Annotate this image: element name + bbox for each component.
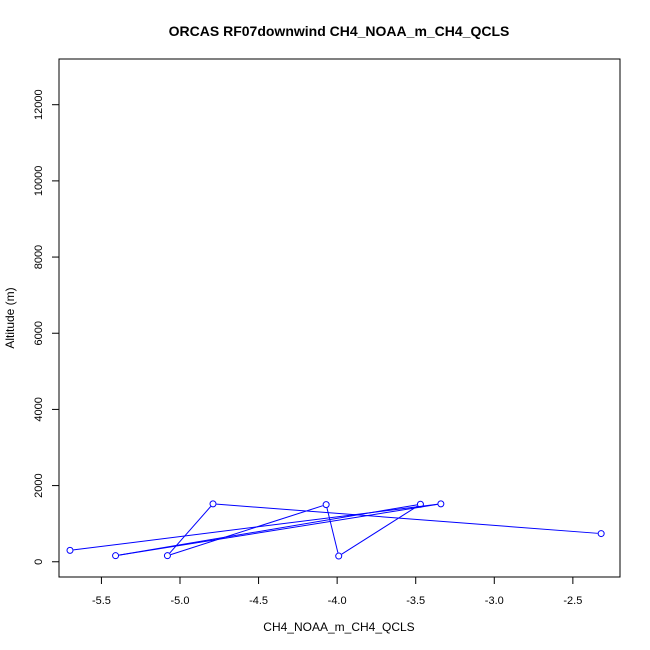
y-tick-label: 6000 bbox=[33, 321, 45, 345]
y-tick-label: 0 bbox=[33, 559, 45, 565]
x-axis-label: CH4_NOAA_m_CH4_QCLS bbox=[263, 620, 414, 634]
data-point bbox=[209, 500, 217, 508]
y-tick-label: 12000 bbox=[33, 89, 45, 120]
y-axis: 0 2000 4000 6000 8000 10000 12000 bbox=[33, 89, 59, 565]
x-tick-label: -4.0 bbox=[328, 595, 347, 607]
y-tick-label: 2000 bbox=[33, 473, 45, 497]
series-segment bbox=[326, 507, 339, 553]
data-point bbox=[112, 552, 120, 560]
data-point bbox=[335, 552, 343, 560]
series-segment bbox=[341, 505, 418, 555]
data-point bbox=[597, 530, 605, 538]
data-point bbox=[66, 546, 74, 554]
y-tick-label: 8000 bbox=[33, 245, 45, 269]
chart-title: ORCAS RF07downwind CH4_NOAA_m_CH4_QCLS bbox=[169, 23, 510, 39]
y-tick-label: 4000 bbox=[33, 397, 45, 421]
series-layer bbox=[66, 500, 605, 560]
y-axis-label: Altitude (m) bbox=[3, 287, 17, 348]
series-segment bbox=[73, 503, 438, 551]
y-tick-label: 10000 bbox=[33, 166, 45, 197]
series-segment bbox=[216, 503, 598, 534]
x-tick-label: -5.0 bbox=[171, 595, 190, 607]
x-tick-label: -3.5 bbox=[406, 595, 425, 607]
series-segment bbox=[118, 503, 438, 556]
x-tick-label: -2.5 bbox=[563, 595, 582, 607]
data-point bbox=[437, 500, 445, 508]
series-segment bbox=[170, 505, 323, 556]
x-tick-label: -3.0 bbox=[485, 595, 504, 607]
plot-frame bbox=[58, 58, 621, 578]
data-point bbox=[163, 552, 171, 560]
x-tick-label: -5.5 bbox=[92, 595, 111, 607]
data-point bbox=[416, 500, 424, 508]
data-point bbox=[322, 501, 330, 509]
x-tick-label: -4.5 bbox=[249, 595, 268, 607]
x-axis: -5.5 -5.0 -4.5 -4.0 -3.5 -3.0 -2.5 bbox=[92, 577, 582, 607]
